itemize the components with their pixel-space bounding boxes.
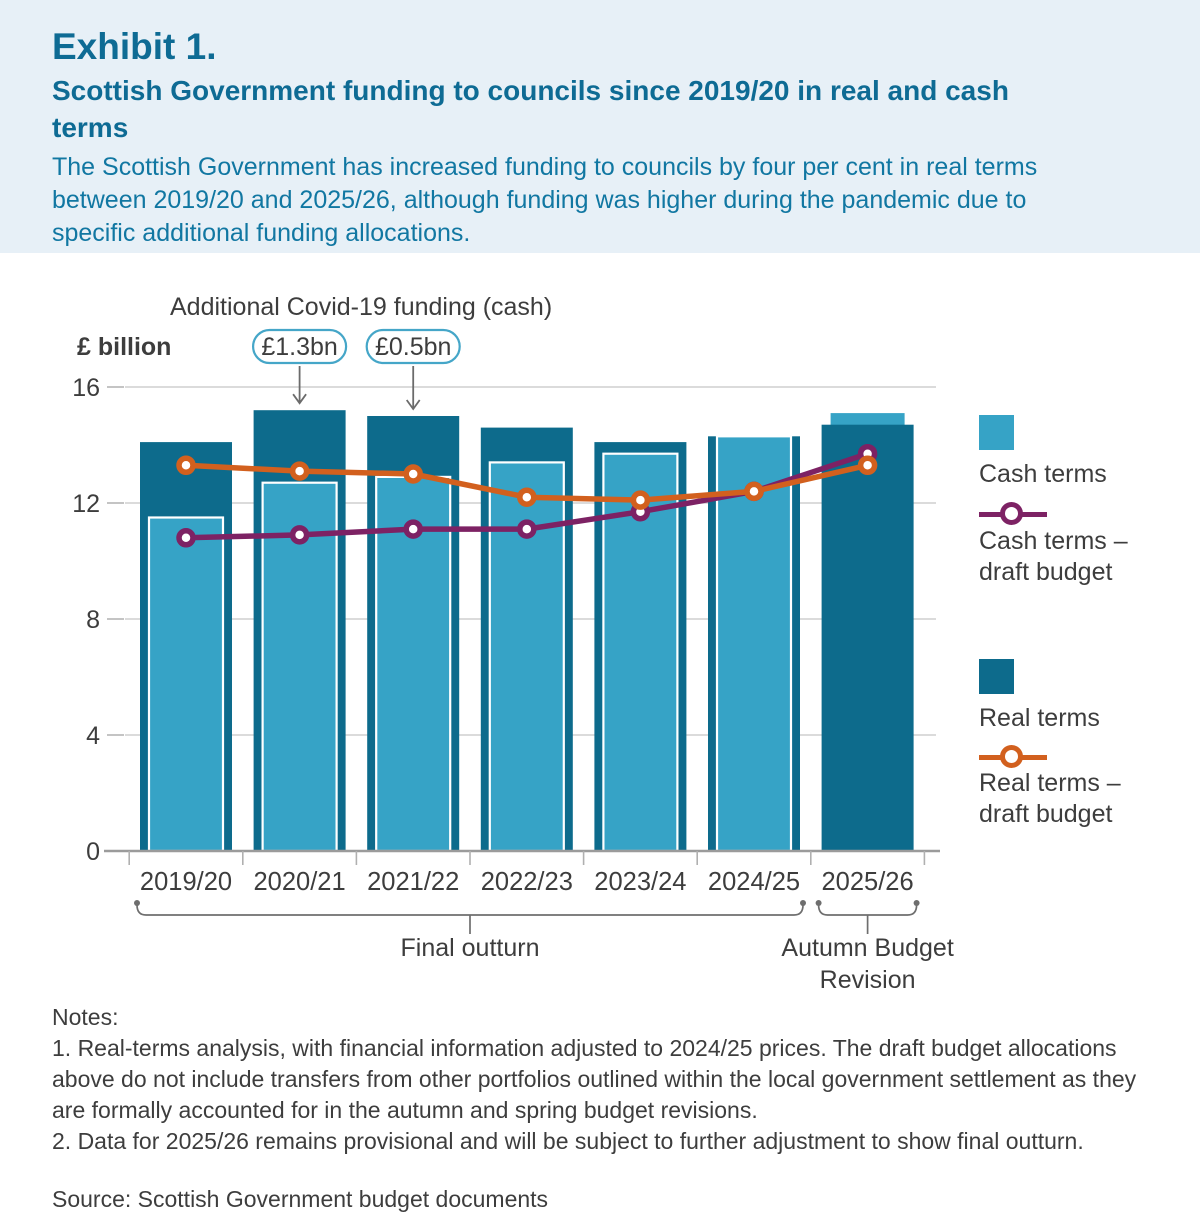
covid-annotation-title: Additional Covid-19 funding (cash) — [170, 293, 552, 321]
covid-arrow-head — [292, 393, 307, 405]
bracket-span — [817, 904, 918, 916]
marker-Cash terms – draft budget-2021/22 — [403, 519, 423, 539]
marker-Cash terms – draft budget-2019/20 — [176, 528, 196, 548]
legend-label-real-terms-draft-budget: Real terms – draft budget — [979, 769, 1121, 828]
bracket-dot — [815, 900, 822, 906]
covid-pill-label-2021/22: £0.5bn — [375, 333, 451, 361]
marker-Real terms – draft budget-2023/24 — [630, 490, 651, 510]
bar-cash-2019/20 — [147, 516, 225, 853]
bar-real-2025/26 — [821, 424, 914, 851]
page-subtitle: The Scottish Government has increased fu… — [52, 153, 1038, 247]
marker-Real terms – draft budget-2019/20 — [176, 455, 196, 476]
marker-Real terms – draft budget-2024/25 — [744, 481, 764, 502]
x-label-2024/25: 2024/25 — [708, 868, 800, 896]
covid-pill-2021/22 — [365, 328, 461, 365]
note-item: 1. Real-terms analysis, with financial i… — [52, 1035, 1137, 1123]
bracket-dot — [134, 900, 140, 906]
x-label-2023/24: 2023/24 — [594, 868, 686, 896]
y-tick-label-16: 16 — [72, 374, 100, 402]
legend-label-cash-terms-draft-budget: Cash terms – draft budget — [979, 527, 1128, 586]
y-axis-unit-label: £ billion — [77, 333, 171, 361]
bar-cash-2021/22 — [375, 475, 452, 853]
y-tick-label-4: 4 — [86, 722, 100, 750]
legend-swatch-cash-terms-draft-budget — [979, 502, 1047, 527]
legend-swatch-real-terms-draft-budget — [979, 745, 1047, 770]
marker-Real terms – draft budget-2021/22 — [403, 464, 423, 484]
exhibit-label: Exhibit 1. — [52, 26, 217, 67]
covid-arrow-head — [405, 399, 421, 411]
note-item: 2. Data for 2025/26 remains provisional … — [52, 1128, 1084, 1154]
notes-heading: Notes: — [52, 1004, 119, 1030]
notes-block: Notes: 1. Real-terms analysis, with fina… — [52, 1002, 1170, 1157]
page-title: Scottish Government funding to councils … — [52, 75, 1009, 143]
source-line: Source: Scottish Government budget docum… — [52, 1186, 549, 1212]
marker-Cash terms – draft budget-2020/21 — [289, 525, 310, 545]
legend-swatch-real-terms — [979, 659, 1014, 694]
legend-swatch-cash-terms — [979, 415, 1014, 450]
x-label-2019/20: 2019/20 — [140, 868, 232, 896]
bracket-label: Final outturn — [401, 934, 540, 962]
x-label-2025/26: 2025/26 — [822, 868, 914, 896]
y-tick-label-12: 12 — [72, 490, 100, 518]
bracket-dot — [800, 900, 806, 906]
marker-Real terms – draft budget-2025/26 — [857, 455, 878, 476]
marker-Real terms – draft budget-2020/21 — [289, 461, 310, 481]
chart-legend: Cash terms Cash terms – draft budget Rea… — [979, 253, 1189, 953]
covid-pill-label-2020/21: £1.3bn — [261, 333, 337, 361]
bracket-label: Revision — [820, 966, 916, 994]
header-band: Exhibit 1. Scottish Government funding t… — [0, 0, 1200, 253]
covid-pill-2020/21 — [252, 328, 348, 365]
marker-Real terms – draft budget-2022/23 — [517, 487, 537, 507]
legend-marker-sample — [1000, 502, 1023, 525]
x-label-2020/21: 2020/21 — [254, 868, 346, 896]
bracket-dot — [913, 900, 920, 906]
x-label-2021/22: 2021/22 — [367, 868, 459, 896]
legend-label-real-terms: Real terms — [979, 704, 1100, 732]
funding-chart: 0 4 8 12 16 £ billion Additional Covid-19 fund… — [72, 293, 954, 994]
legend-label-cash-terms: Cash terms — [979, 460, 1107, 488]
x-label-2022/23: 2022/23 — [481, 868, 573, 896]
y-tick-label-8: 8 — [86, 606, 100, 634]
bracket-label: Autumn Budget — [781, 934, 953, 962]
bar-cash-2024/25 — [715, 435, 793, 853]
bracket-span — [136, 904, 804, 916]
y-tick-label-0: 0 — [86, 838, 100, 866]
legend-marker-sample — [1000, 745, 1023, 768]
marker-Cash terms – draft budget-2022/23 — [517, 519, 537, 539]
